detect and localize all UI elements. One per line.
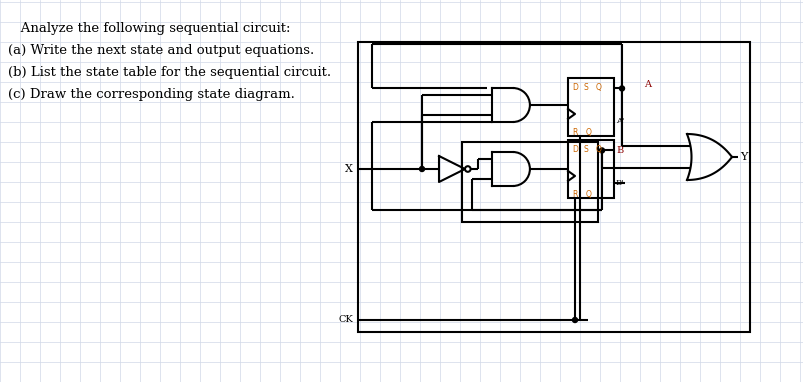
Text: Q: Q: [595, 145, 601, 154]
Text: S: S: [582, 145, 587, 154]
Text: (a) Write the next state and output equations.: (a) Write the next state and output equa…: [8, 44, 314, 57]
Text: (b) List the state table for the sequential circuit.: (b) List the state table for the sequent…: [8, 66, 331, 79]
Text: B: B: [615, 146, 622, 155]
Text: D: D: [571, 83, 577, 92]
Circle shape: [599, 148, 604, 153]
Text: R: R: [571, 128, 577, 137]
Text: Q: Q: [595, 83, 601, 92]
Text: Q: Q: [585, 128, 591, 137]
Text: D: D: [571, 145, 577, 154]
Bar: [462, 142, 597, 222]
Text: A': A': [615, 117, 624, 125]
Text: X: X: [344, 164, 353, 174]
Circle shape: [572, 317, 577, 322]
Bar: [567, 78, 613, 136]
Text: Analyze the following sequential circuit:: Analyze the following sequential circuit…: [8, 22, 290, 35]
Text: Y: Y: [739, 152, 747, 162]
Text: Q: Q: [585, 190, 591, 199]
Text: CK: CK: [338, 316, 353, 324]
Text: S: S: [582, 83, 587, 92]
Text: (c) Draw the corresponding state diagram.: (c) Draw the corresponding state diagram…: [8, 88, 295, 101]
Text: A: A: [643, 80, 650, 89]
Bar: [357, 42, 749, 332]
Circle shape: [419, 167, 424, 172]
Text: R: R: [571, 190, 577, 199]
Circle shape: [619, 86, 624, 91]
Text: B': B': [615, 179, 624, 187]
Bar: [567, 140, 613, 198]
